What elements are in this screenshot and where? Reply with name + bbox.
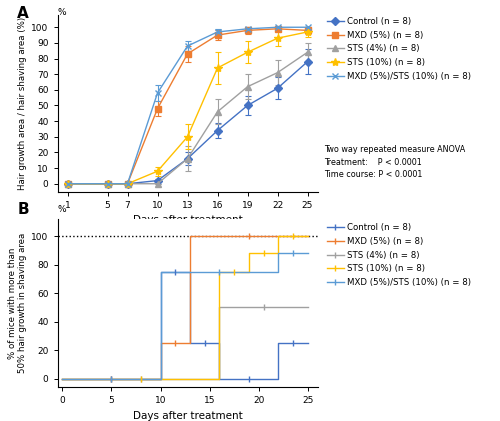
Control (n = 8) (187, 341, 193, 346)
Line: STS (4%) (n = 8): STS (4%) (n = 8) (62, 307, 308, 379)
Text: Time course: P < 0.0001: Time course: P < 0.0001 (324, 170, 422, 179)
STS (10%) (n = 8) (246, 250, 252, 256)
Text: %: % (58, 205, 66, 214)
Text: Two way repeated measure ANOVA: Two way repeated measure ANOVA (324, 145, 465, 154)
Control (n = 8) (216, 341, 222, 346)
X-axis label: Days after treatment: Days after treatment (132, 215, 242, 225)
MXD (5%) (n = 8) (158, 376, 164, 381)
MXD (5%) (n = 8) (187, 341, 193, 346)
Control (n = 8) (60, 376, 66, 381)
Line: STS (10%) (n = 8): STS (10%) (n = 8) (62, 236, 308, 379)
Control (n = 8) (304, 341, 310, 346)
Line: MXD (5%) (n = 8): MXD (5%) (n = 8) (62, 236, 308, 379)
STS (4%) (n = 8) (216, 305, 222, 310)
MXD (5%) (n = 8) (304, 234, 310, 239)
MXD (5%)/STS (10%) (n = 8) (276, 250, 281, 256)
Control (n = 8) (187, 269, 193, 274)
Control (n = 8) (158, 376, 164, 381)
MXD (5%)/STS (10%) (n = 8) (276, 269, 281, 274)
MXD (5%)/STS (10%) (n = 8) (304, 250, 310, 256)
MXD (5%) (n = 8) (158, 341, 164, 346)
Control (n = 8) (216, 376, 222, 381)
Text: Treatment:    P < 0.0001: Treatment: P < 0.0001 (324, 158, 422, 167)
STS (10%) (n = 8) (276, 250, 281, 256)
MXD (5%)/STS (10%) (n = 8) (60, 376, 66, 381)
Legend: Control (n = 8), MXD (5%) (n = 8), STS (4%) (n = 8), STS (10%) (n = 8), MXD (5%): Control (n = 8), MXD (5%) (n = 8), STS (… (327, 17, 472, 81)
Text: A: A (17, 6, 29, 21)
STS (10%) (n = 8) (216, 269, 222, 274)
MXD (5%) (n = 8) (60, 376, 66, 381)
MXD (5%) (n = 8) (187, 234, 193, 239)
STS (10%) (n = 8) (304, 234, 310, 239)
STS (10%) (n = 8) (216, 376, 222, 381)
STS (4%) (n = 8) (304, 305, 310, 310)
Line: MXD (5%)/STS (10%) (n = 8): MXD (5%)/STS (10%) (n = 8) (62, 253, 308, 379)
MXD (5%)/STS (10%) (n = 8) (158, 269, 164, 274)
Text: %: % (58, 8, 66, 17)
Control (n = 8) (276, 376, 281, 381)
STS (4%) (n = 8) (60, 376, 66, 381)
X-axis label: Days after treatment: Days after treatment (132, 411, 242, 421)
Legend: Control (n = 8), MXD (5%) (n = 8), STS (4%) (n = 8), STS (10%) (n = 8), MXD (5%): Control (n = 8), MXD (5%) (n = 8), STS (… (327, 223, 472, 287)
STS (10%) (n = 8) (246, 269, 252, 274)
Text: B: B (17, 202, 29, 217)
Y-axis label: % of mice with more than
50% hair growth in shaving area: % of mice with more than 50% hair growth… (8, 233, 27, 373)
Line: Control (n = 8): Control (n = 8) (62, 272, 308, 379)
STS (10%) (n = 8) (276, 234, 281, 239)
STS (4%) (n = 8) (216, 376, 222, 381)
Control (n = 8) (158, 269, 164, 274)
MXD (5%)/STS (10%) (n = 8) (158, 376, 164, 381)
STS (10%) (n = 8) (60, 376, 66, 381)
Control (n = 8) (276, 341, 281, 346)
Y-axis label: Hair growth area / hair shaving area (%): Hair growth area / hair shaving area (%) (18, 16, 27, 190)
